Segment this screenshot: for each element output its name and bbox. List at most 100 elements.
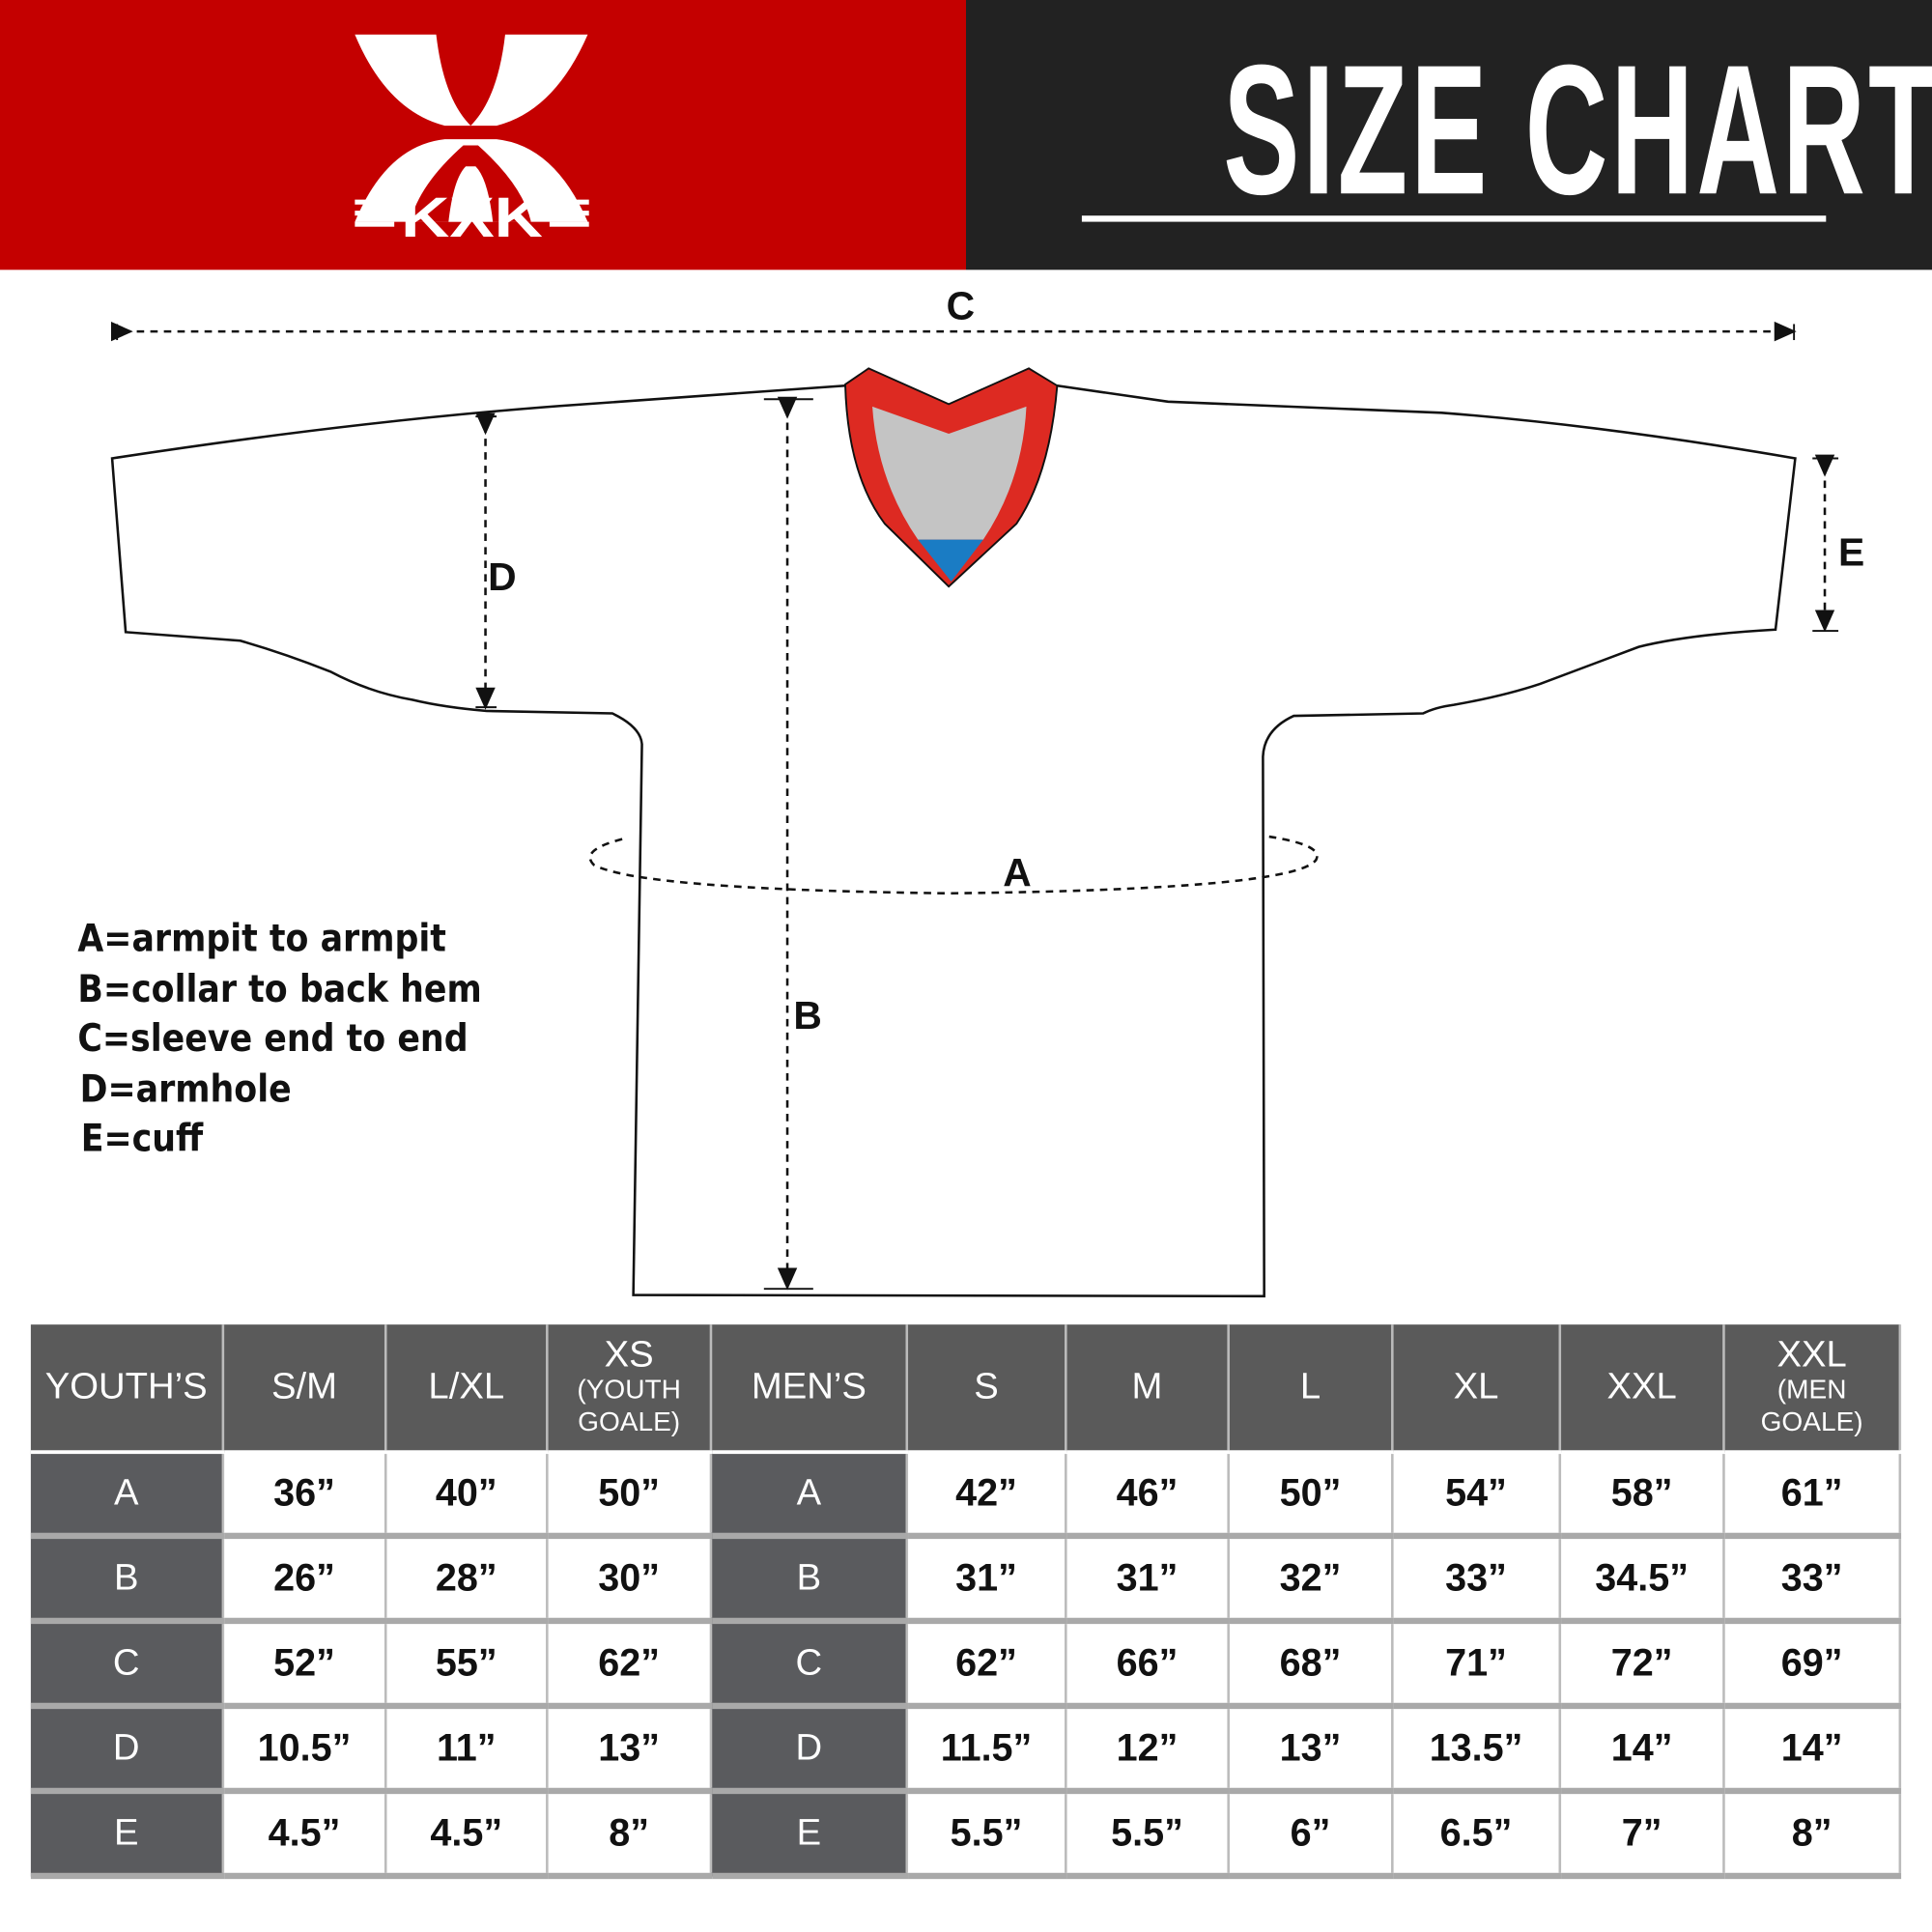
table-row: B 26” 28” 30” B 31” 31” 32” 33” 34.5” 33”: [30, 1535, 1902, 1625]
column-header: XL: [1392, 1324, 1562, 1455]
size-table: YOUTH’S S/M L/XL XS (YOUTH GOALE) MEN’S S M L XL XX…: [30, 1324, 1902, 1880]
dimension-a-line: [588, 835, 1319, 895]
title-underline: [1081, 215, 1827, 222]
men-size-cell: 8”: [1723, 1790, 1902, 1880]
column-header-sublabel: GOALE): [578, 1406, 681, 1437]
table-row: D 10.5” 11” 13” D 11.5” 12” 13” 13.5” 14” 14”: [30, 1705, 1902, 1795]
row-header-youth: D: [30, 1705, 225, 1795]
youth-size-cell: 10.5”: [222, 1705, 387, 1795]
men-size-cell: 34.5”: [1559, 1535, 1725, 1625]
men-size-cell: 66”: [1065, 1620, 1230, 1710]
youth-size-cell: 55”: [385, 1620, 549, 1710]
row-header-men: E: [710, 1790, 909, 1880]
youth-size-cell: 8”: [547, 1790, 713, 1880]
men-size-cell: 12”: [1065, 1705, 1230, 1795]
column-header: MEN’S: [710, 1324, 909, 1455]
column-header-label: L: [1299, 1366, 1321, 1407]
youth-size-cell: 4.5”: [222, 1790, 387, 1880]
table-row: E 4.5” 4.5” 8” E 5.5” 5.5” 6” 6.5” 7” 8”: [30, 1790, 1902, 1880]
youth-size-cell: 62”: [547, 1620, 713, 1710]
column-header-label: M: [1131, 1366, 1163, 1407]
column-header-label: XL: [1453, 1366, 1499, 1407]
column-header: S/M: [222, 1324, 387, 1455]
brand-wordmark: KXK: [401, 186, 543, 249]
men-size-cell: 14”: [1723, 1705, 1902, 1795]
men-size-cell: 58”: [1559, 1452, 1725, 1540]
column-header-label: XXL: [1776, 1334, 1847, 1376]
label-b: B: [793, 993, 822, 1037]
row-header-youth: B: [30, 1535, 225, 1625]
column-header-label: XXL: [1606, 1366, 1677, 1407]
men-size-cell: 11.5”: [906, 1705, 1067, 1795]
table-row: C 52” 55” 62” C 62” 66” 68” 71” 72” 69”: [30, 1620, 1902, 1710]
legend-e: E=cuff: [80, 1116, 204, 1161]
kxk-logo: KXK: [355, 34, 589, 249]
column-header: L: [1228, 1324, 1394, 1455]
men-size-cell: 62”: [906, 1620, 1067, 1710]
men-size-cell: 54”: [1392, 1452, 1562, 1540]
column-header-label: S: [974, 1366, 999, 1407]
legend-b: B=collar to back hem: [77, 966, 482, 1011]
men-size-cell: 14”: [1559, 1705, 1725, 1795]
column-header-sublabel: GOALE): [1760, 1406, 1863, 1437]
legend-d: D=armhole: [79, 1065, 292, 1111]
men-size-cell: 31”: [1065, 1535, 1230, 1625]
row-header-youth: A: [30, 1452, 225, 1540]
men-size-cell: 13”: [1228, 1705, 1394, 1795]
jersey-outline: [110, 384, 1797, 1298]
row-header-men: A: [710, 1452, 909, 1540]
column-header: XXL: [1559, 1324, 1725, 1455]
collar-tag: [918, 539, 983, 582]
men-size-cell: 32”: [1228, 1535, 1394, 1625]
table-row: A 36” 40” 50” A 42” 46” 50” 54” 58” 61”: [30, 1452, 1902, 1540]
jersey-diagram: [110, 321, 1839, 1298]
column-header: M: [1065, 1324, 1230, 1455]
column-header: XXL (MEN GOALE): [1723, 1324, 1902, 1455]
label-c: C: [946, 283, 976, 328]
men-size-cell: 31”: [906, 1535, 1067, 1625]
men-size-cell: 5.5”: [1065, 1790, 1230, 1880]
men-size-cell: 61”: [1723, 1452, 1902, 1540]
column-header: XS (YOUTH GOALE): [547, 1324, 713, 1455]
youth-size-cell: 40”: [385, 1452, 549, 1540]
men-size-cell: 50”: [1228, 1452, 1394, 1540]
column-header: L/XL: [385, 1324, 549, 1455]
men-size-cell: 71”: [1392, 1620, 1562, 1710]
row-header-men: C: [710, 1620, 909, 1710]
column-header-label: MEN’S: [751, 1366, 867, 1407]
column-header-sublabel: (YOUTH: [577, 1374, 681, 1406]
column-header-label: L/XL: [428, 1366, 505, 1407]
men-size-cell: 42”: [906, 1452, 1067, 1540]
column-header: YOUTH’S: [30, 1324, 225, 1455]
men-size-cell: 33”: [1723, 1535, 1902, 1625]
title-banner: [965, 0, 1932, 270]
men-size-cell: 13.5”: [1392, 1705, 1562, 1795]
collar-inner: [872, 406, 1027, 540]
men-size-cell: 5.5”: [906, 1790, 1067, 1880]
row-header-youth: C: [30, 1620, 225, 1710]
column-header-label: XS: [604, 1334, 654, 1376]
youth-size-cell: 4.5”: [385, 1790, 549, 1880]
label-d: D: [488, 554, 517, 599]
youth-size-cell: 26”: [222, 1535, 387, 1625]
row-header-men: B: [710, 1535, 909, 1625]
men-size-cell: 69”: [1723, 1620, 1902, 1710]
youth-size-cell: 52”: [222, 1620, 387, 1710]
column-header-label: YOUTH’S: [44, 1366, 208, 1407]
youth-size-cell: 13”: [547, 1705, 713, 1795]
men-size-cell: 6”: [1228, 1790, 1394, 1880]
men-size-cell: 72”: [1559, 1620, 1725, 1710]
men-size-cell: 46”: [1065, 1452, 1230, 1540]
label-a: A: [1003, 850, 1032, 895]
men-size-cell: 33”: [1392, 1535, 1562, 1625]
youth-size-cell: 28”: [385, 1535, 549, 1625]
youth-size-cell: 50”: [547, 1452, 713, 1540]
legend-a: A=armpit to armpit: [77, 916, 446, 961]
men-size-cell: 6.5”: [1392, 1790, 1562, 1880]
table-header-row: YOUTH’S S/M L/XL XS (YOUTH GOALE) MEN’S S M L XL XX…: [30, 1324, 1902, 1455]
youth-size-cell: 36”: [222, 1452, 387, 1540]
column-header: S: [906, 1324, 1067, 1455]
label-e: E: [1838, 529, 1865, 575]
men-size-cell: 68”: [1228, 1620, 1394, 1710]
